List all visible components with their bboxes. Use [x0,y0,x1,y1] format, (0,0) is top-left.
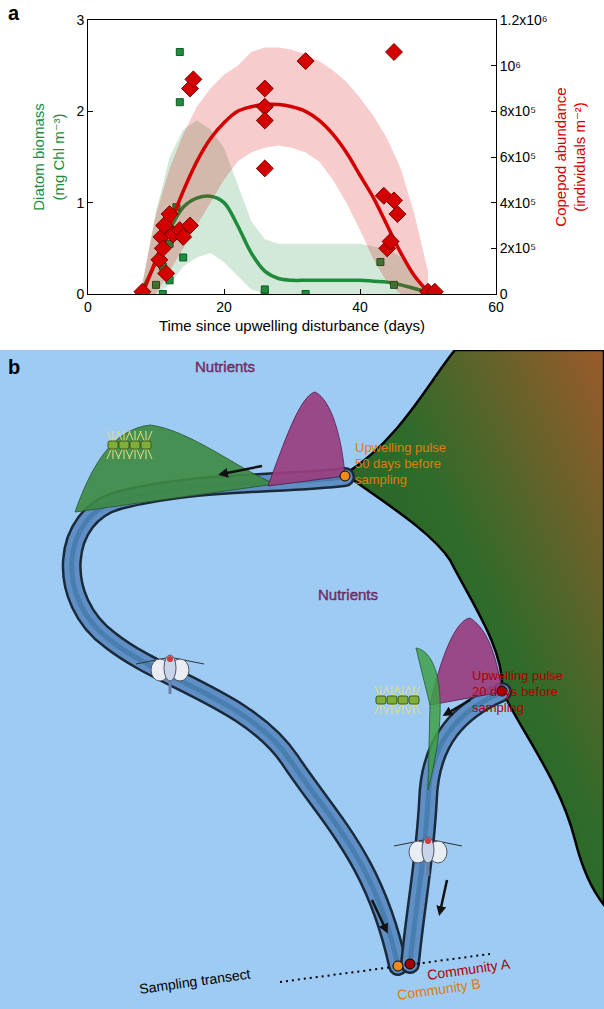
svg-text:Community A: Community A [426,955,511,983]
svg-text:Sampling transect: Sampling transect [138,966,251,997]
svg-text:Time since upwelling disturban: Time since upwelling disturbance (days) [159,317,425,334]
svg-text:10⁶: 10⁶ [500,58,521,74]
svg-text:3: 3 [76,12,84,28]
svg-text:2: 2 [76,103,84,119]
svg-text:40: 40 [352,299,368,315]
svg-text:Upwelling pulse20 days befores: Upwelling pulse20 days beforesampling [472,668,563,715]
svg-text:b: b [8,356,20,378]
svg-text:Nutrients: Nutrients [318,586,378,603]
svg-text:Upwelling pulse50 days befores: Upwelling pulse50 days beforesampling [355,440,446,487]
svg-text:0: 0 [76,286,84,302]
svg-text:0: 0 [84,299,92,315]
svg-text:Copepod abundance(individuals: Copepod abundance(individuals m⁻²) [552,87,589,226]
svg-text:60: 60 [488,299,504,315]
html-text:a: a [8,2,20,24]
svg-text:Nutrients: Nutrients [195,358,255,375]
svg-text:6x10⁵: 6x10⁵ [500,149,536,165]
svg-text:1: 1 [76,195,84,211]
svg-text:Community B: Community B [396,975,481,1003]
svg-text:8x10⁵: 8x10⁵ [500,103,536,119]
svg-text:Diatom biomass(mg Chl m⁻³): Diatom biomass(mg Chl m⁻³) [30,103,67,211]
svg-text:1.2x10⁶: 1.2x10⁶ [500,12,548,28]
svg-text:2x10⁵: 2x10⁵ [500,240,536,256]
svg-text:0: 0 [500,286,508,302]
svg-text:20: 20 [216,299,232,315]
svg-text:4x10⁵: 4x10⁵ [500,195,536,211]
